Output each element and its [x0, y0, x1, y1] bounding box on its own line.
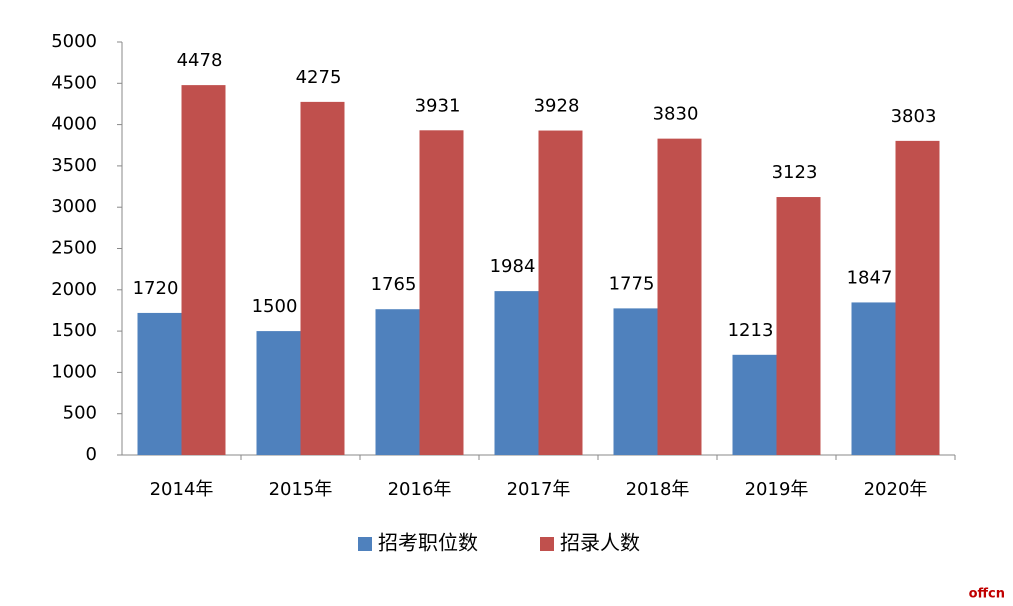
bar — [732, 354, 777, 455]
value-label: 1500 — [252, 296, 298, 317]
y-tick-label: 1000 — [51, 361, 97, 382]
value-label: 3931 — [415, 95, 461, 116]
x-tick-label: 2019年 — [745, 479, 809, 500]
y-tick-label: 0 — [86, 444, 97, 465]
value-label: 3830 — [653, 104, 699, 125]
x-tick-label: 2020年 — [864, 479, 928, 500]
y-tick-label: 500 — [63, 403, 97, 424]
bar — [419, 130, 464, 456]
bar — [538, 130, 583, 456]
legend-label: 招录人数 — [560, 531, 640, 555]
x-tick-label: 2014年 — [150, 479, 214, 500]
bar — [256, 331, 301, 455]
value-label: 1765 — [371, 274, 417, 295]
y-tick-label: 1500 — [51, 320, 97, 341]
bar — [494, 291, 539, 455]
watermark: offcn — [969, 587, 1005, 602]
bar — [851, 302, 896, 455]
bar — [895, 140, 940, 455]
legend-swatch — [358, 537, 372, 551]
x-tick-label: 2018年 — [626, 479, 690, 500]
value-label: 4478 — [177, 50, 223, 71]
value-label: 1213 — [728, 320, 774, 341]
x-tick-label: 2017年 — [507, 479, 571, 500]
y-tick-label: 3000 — [51, 196, 97, 217]
y-tick-label: 4500 — [51, 72, 97, 93]
legend-swatch — [540, 537, 554, 551]
value-label: 3928 — [534, 96, 580, 117]
bar — [776, 197, 821, 455]
y-tick-label: 3500 — [51, 155, 97, 176]
bar — [137, 312, 182, 455]
value-label: 1847 — [847, 267, 893, 288]
bar — [657, 138, 702, 455]
bar — [181, 85, 226, 456]
x-tick-label: 2015年 — [269, 479, 333, 500]
value-label: 4275 — [296, 67, 342, 88]
y-tick-label: 5000 — [51, 31, 97, 52]
bar — [300, 101, 345, 455]
value-label: 1984 — [490, 256, 536, 277]
x-tick-label: 2016年 — [388, 479, 452, 500]
y-tick-label: 4000 — [51, 114, 97, 135]
y-tick-label: 2500 — [51, 238, 97, 259]
bar — [613, 308, 658, 455]
value-label: 1720 — [133, 278, 179, 299]
y-tick-label: 2000 — [51, 279, 97, 300]
value-label: 3803 — [891, 106, 937, 127]
bar — [375, 309, 420, 455]
value-label: 1775 — [609, 273, 655, 294]
legend-label: 招考职位数 — [378, 531, 478, 555]
value-label: 3123 — [772, 162, 818, 183]
